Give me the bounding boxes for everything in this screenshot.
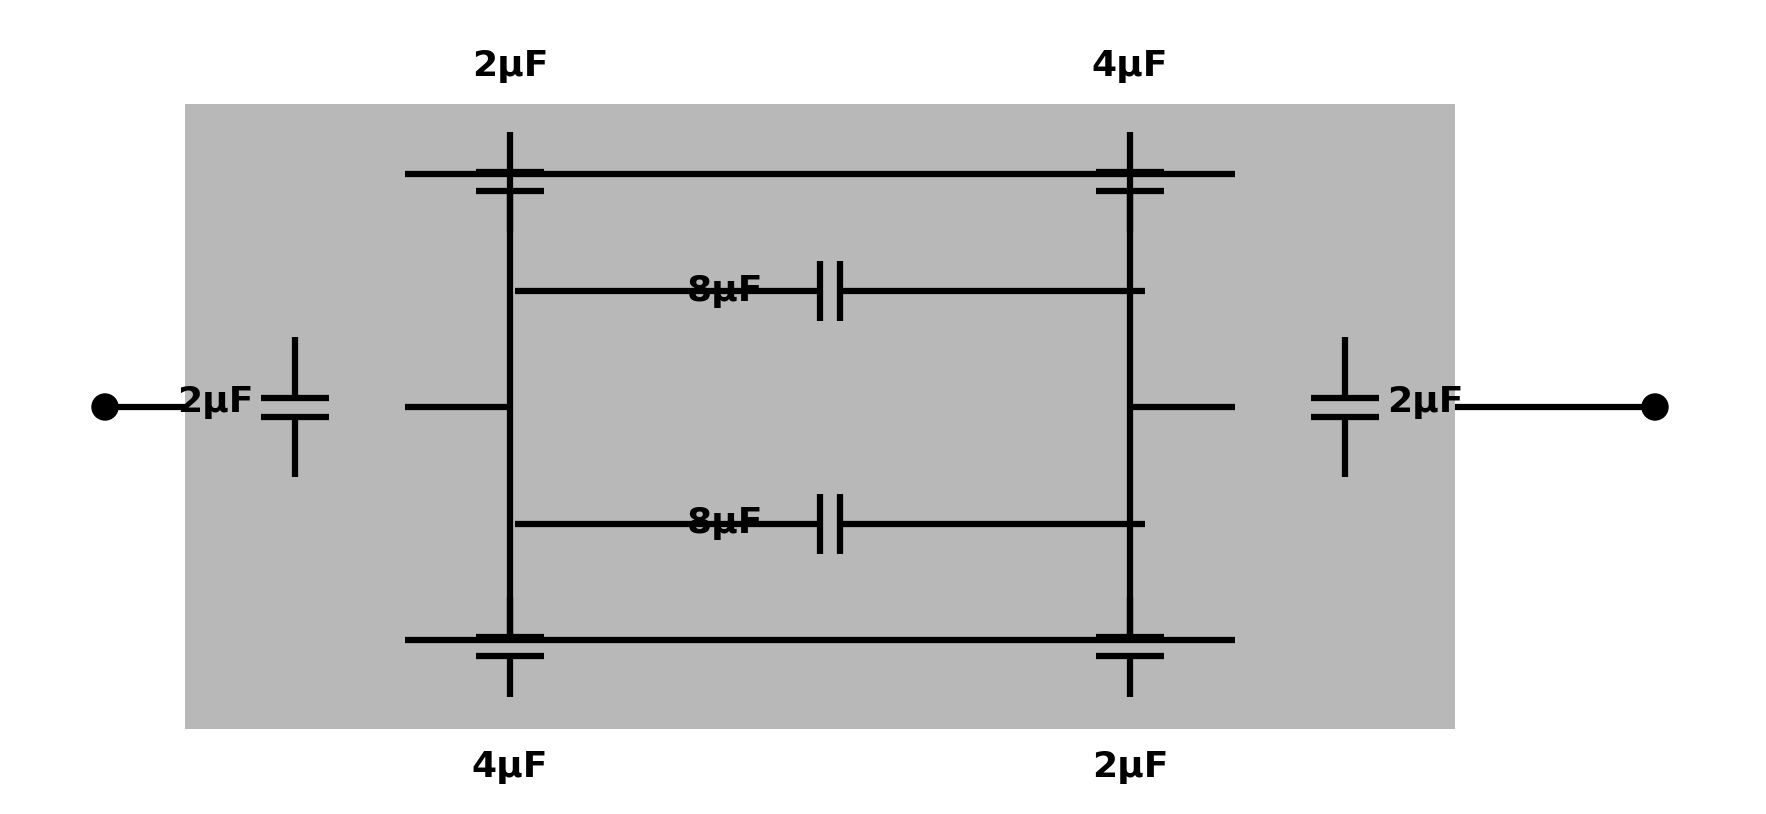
Text: 2μF: 2μF — [177, 385, 253, 419]
Bar — [185, 104, 404, 729]
Bar — [1234, 104, 1455, 729]
Bar — [404, 104, 1234, 259]
Bar — [510, 174, 1130, 640]
Circle shape — [92, 394, 118, 420]
Text: 2μF: 2μF — [1386, 385, 1464, 419]
Circle shape — [1642, 394, 1669, 420]
Text: 8μF: 8μF — [687, 274, 763, 308]
Bar — [404, 174, 1234, 640]
Text: 2μF: 2μF — [472, 49, 547, 83]
Bar — [404, 564, 1234, 729]
Text: 4μF: 4μF — [472, 750, 547, 784]
Text: 8μF: 8μF — [687, 506, 763, 540]
Text: 2μF: 2μF — [1091, 750, 1169, 784]
Text: 4μF: 4μF — [1091, 49, 1169, 83]
